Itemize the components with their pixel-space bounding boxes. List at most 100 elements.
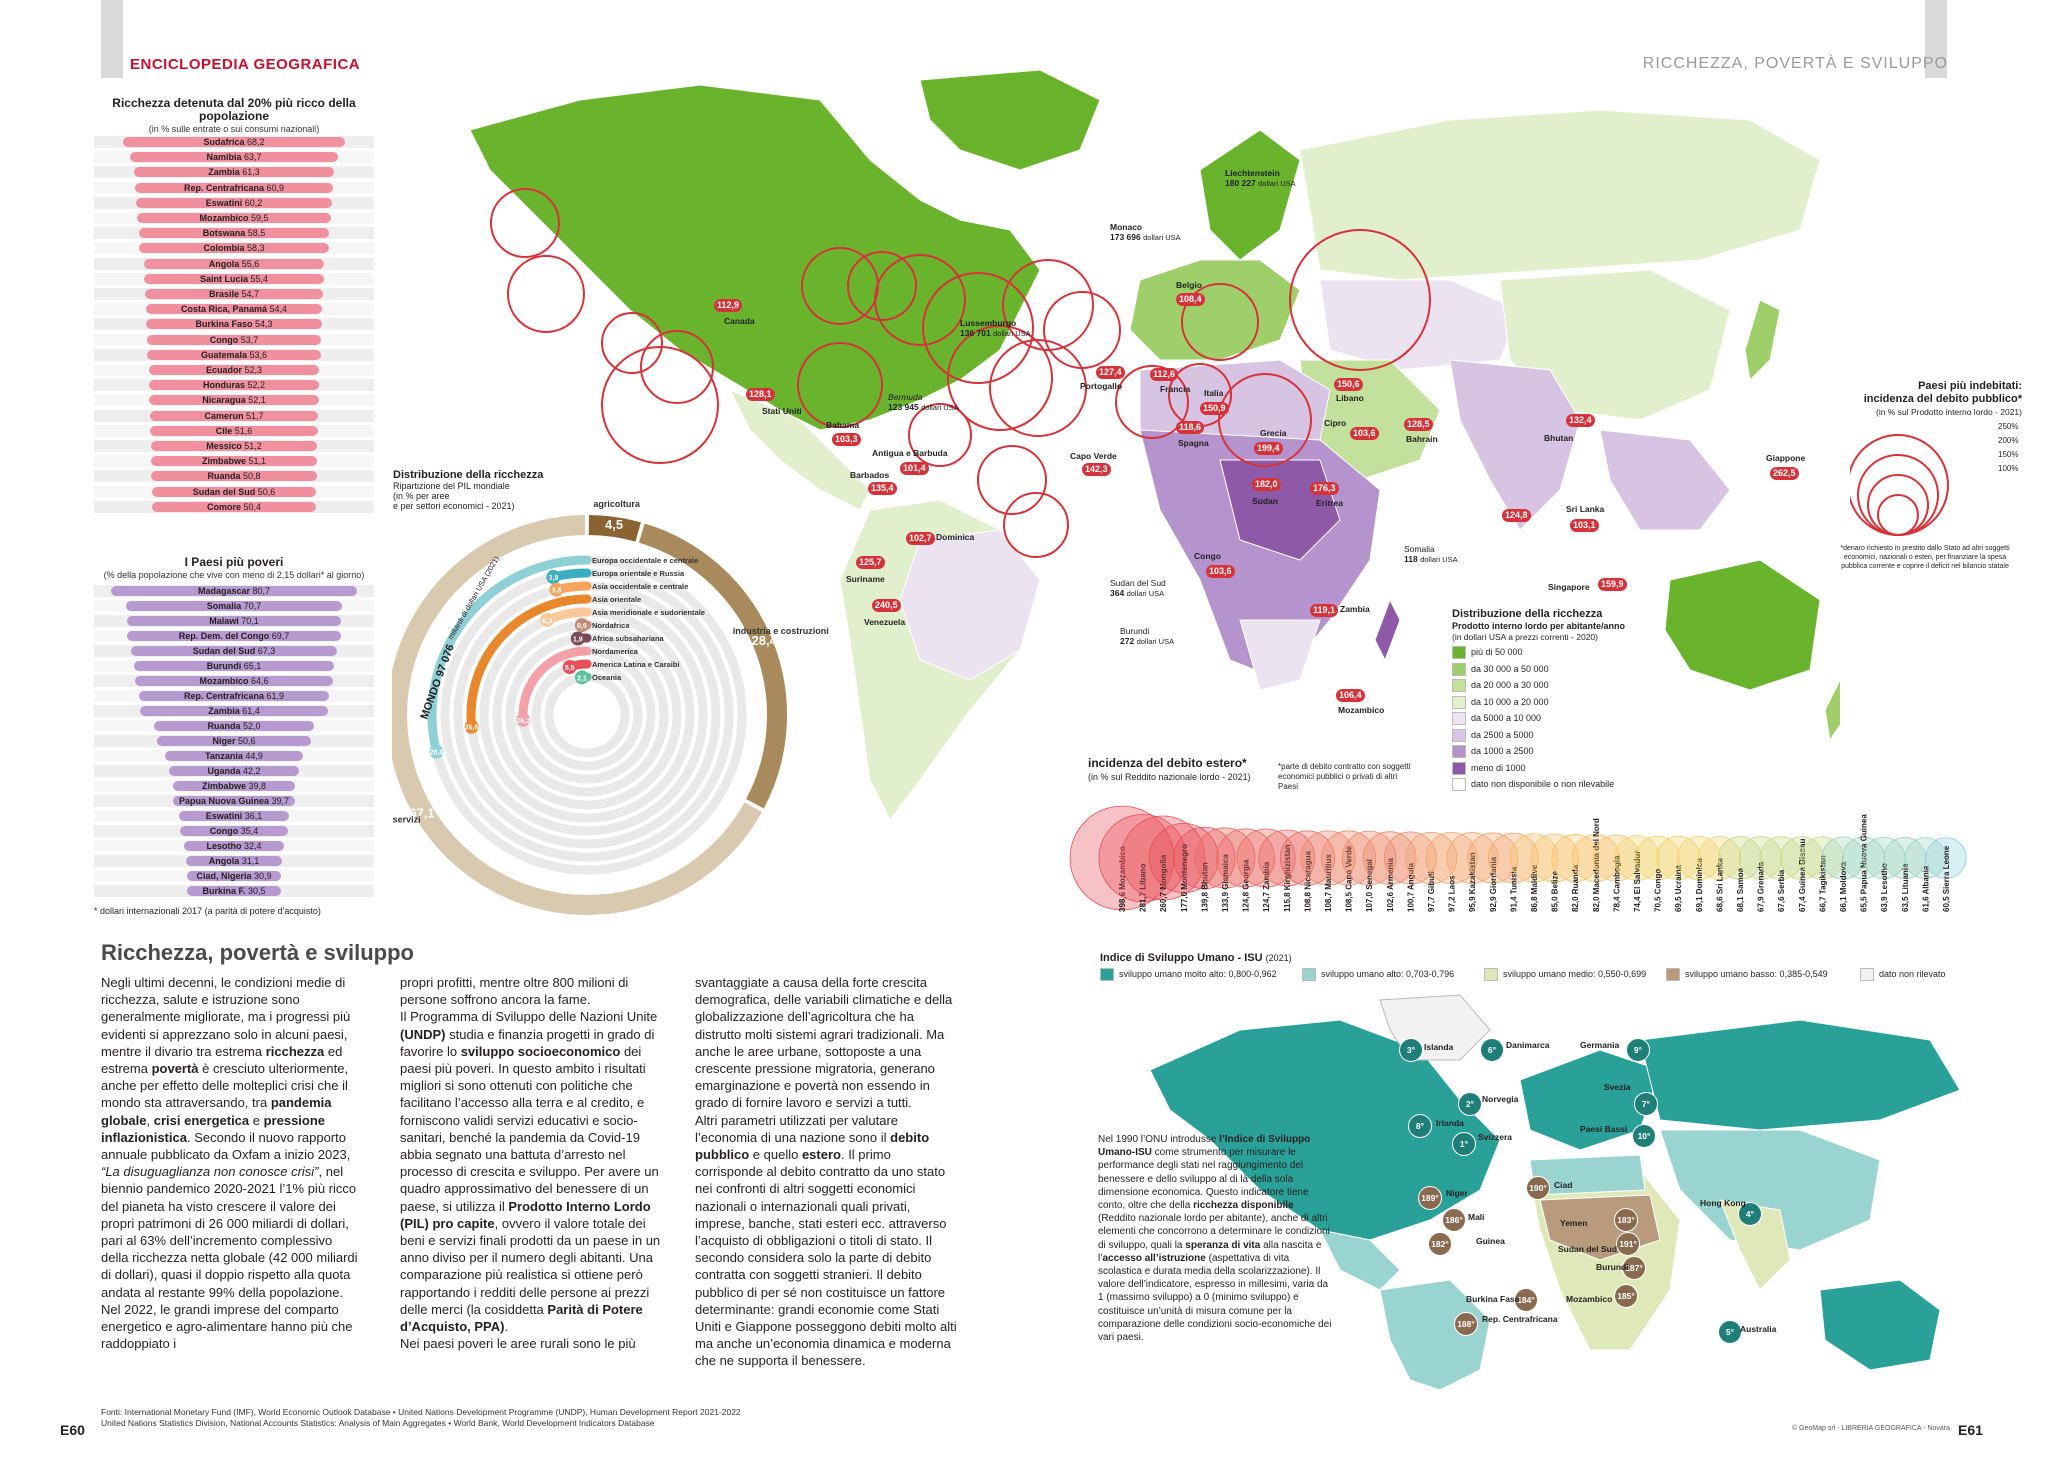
text-run: ed estrema (101, 1043, 343, 1077)
label-canada: Canada (724, 316, 755, 326)
debt-circle-bhutan (1181, 283, 1259, 361)
bold-run: Parità di Potere d’Acquisto, PPA) (400, 1301, 643, 1335)
poor-label: Burkina F. 30,5 (94, 885, 374, 897)
poor-bar (154, 721, 314, 731)
wealth-legend-label: da 20 000 a 30 000 (1471, 680, 1549, 690)
poor-label: Rep. Dem. del Congo 69,7 (94, 630, 374, 642)
debt-public-sub: (in % sul Prodotto interno lordo - 2021) (1876, 407, 2022, 417)
external-debt-label: 260,7 Mongolia (1159, 854, 1168, 912)
external-debt-bubble (1194, 827, 1256, 889)
poor-country: Burkina F. (202, 886, 248, 896)
poor-value: 30,5 (247, 886, 266, 896)
wealth-world-map (469, 69, 1840, 821)
isu-rank-low: 184° (1514, 1288, 1538, 1312)
badge-bahrain: 128,5 (1404, 418, 1433, 431)
rich20-bar (145, 319, 323, 330)
external-debt-bubble (1321, 830, 1377, 886)
external-debt-label: 100,7 Angola (1406, 862, 1415, 912)
text-run: alla nascita e l’ (1098, 1239, 1322, 1264)
label-belgium: Belgio (1176, 280, 1202, 290)
poor-country: Angola (208, 856, 242, 866)
rich20-value: 59,5 (250, 213, 269, 223)
area-value-dot (516, 712, 531, 727)
rich20-country: Mozambico (199, 213, 251, 223)
poor-row: Niger 50,6 (94, 735, 374, 747)
isu-legend-item: dato non rilevato (1860, 968, 1946, 982)
rich20-value: 52,1 (248, 395, 266, 406)
isu-legend-swatch (1100, 968, 1114, 982)
debt-public-title1: Paesi più indebitati: (1918, 380, 2022, 392)
bold-run: l’Indice di Sviluppo Umano-ISU (1098, 1134, 1311, 1159)
rich20-country: Burkina Faso (195, 319, 255, 330)
rich20-row: Cile 51,6 (94, 424, 374, 437)
poor-country: Malawi (209, 616, 242, 626)
external-debt-label: 69,5 Ucraina (1674, 864, 1683, 912)
text-run: propri profitti, mentre oltre 800 milion… (400, 975, 658, 1025)
rich20-country: Honduras (202, 380, 248, 391)
isu-legend-item: sviluppo umano medio: 0,550-0,699 (1484, 968, 1646, 982)
rich20-value: 51,7 (245, 410, 264, 421)
poor-label: Rep. Centrafricana 61,9 (94, 690, 374, 702)
debt-circle-lebanon (1002, 259, 1094, 351)
poor-country: Somalia (206, 601, 244, 611)
poor-label: Mozambico 64,6 (94, 675, 374, 687)
bold-run: ricchezza disponibile (1193, 1200, 1294, 1212)
isu-rank-high: 9° (1626, 1038, 1650, 1062)
badge-congo: 103,6 (1206, 565, 1235, 578)
rich20-value: 53,7 (240, 334, 259, 345)
debt-circle-usa (507, 255, 585, 333)
poor-country: Congo (209, 826, 241, 836)
rich20-country: Namibia (206, 152, 244, 163)
label-capo-verde: Capo Verde (1070, 451, 1117, 461)
poor-row: Rep. Dem. del Congo 69,7 (94, 630, 374, 642)
rich20-country: Congo (209, 334, 241, 345)
poor-country: Niger (212, 736, 238, 746)
poor-label: Uganda 42,2 (94, 765, 374, 777)
label-japan: Giappone (1766, 453, 1806, 463)
mexico-shape (728, 389, 871, 511)
poor-row: Papua Nuova Guinea 39,7 (94, 795, 374, 807)
external-debt-bubble (1173, 826, 1236, 890)
external-debt-bubble (1697, 836, 1742, 880)
rich20-row: Zimbabwe 51,1 (94, 455, 374, 468)
isu-country-high: Norvegia (1482, 1094, 1519, 1104)
poor-bar (135, 676, 333, 686)
isu-country-low: Sudan del Sud (1558, 1244, 1618, 1254)
poor-country: Burundi (206, 661, 244, 671)
external-debt-label: 97,7 Gibuti (1427, 871, 1436, 912)
isu-world-map (1149, 994, 1961, 1390)
area-name: Oceania (592, 673, 622, 682)
external-debt-bubble (1363, 831, 1417, 885)
isu-north-america-shape (1149, 1019, 1501, 1241)
rich20-value: 68,2 (246, 137, 265, 147)
poor-country: Uganda (207, 766, 243, 776)
poor-country: Sudan del Sud (192, 646, 258, 656)
external-debt-label: 86,8 Maldive (1530, 864, 1539, 912)
external-debt-bubble (1467, 832, 1519, 884)
isu-rank-high: 8° (1408, 1114, 1432, 1138)
label-greece: Grecia (1260, 428, 1287, 438)
rich20-bar (145, 304, 323, 315)
external-debt-label: 108,5 Capo Verde (1345, 845, 1354, 912)
wealth-legend-swatch (1452, 778, 1466, 792)
badge-sri-lanka: 103,1 (1570, 519, 1599, 532)
external-debt-label: 108,8 Nicaragua (1303, 851, 1312, 912)
rich20-row: Namibia 63,7 (94, 151, 374, 164)
text-run: Nel 1990 l’ONU introdusse (1098, 1134, 1220, 1145)
rich20-bar (149, 395, 319, 406)
rich20-row: Angola 55,6 (94, 257, 374, 270)
poor-row: Congo 35,4 (94, 825, 374, 837)
southern-africa-shape (1239, 619, 1321, 691)
area-value-dot (429, 744, 444, 759)
label-singapore: Singapore (1548, 582, 1590, 592)
isu-country-high: Svezia (1604, 1082, 1631, 1092)
poor-bar (127, 631, 341, 641)
area-value-dot (570, 631, 585, 646)
debt-note: *denaro richiesto in prestito dallo Stat… (1840, 545, 2010, 570)
label-sri-lanka: Sri Lanka (1566, 504, 1605, 514)
wealth-legend-label: più di 50 000 (1471, 647, 1523, 657)
external-debt-bubble (1148, 823, 1219, 893)
rich20-label: Mozambico 59,5 (94, 212, 374, 224)
sector-name: industria e costruzioni (733, 626, 829, 636)
rich20-country: Angola (208, 258, 242, 269)
